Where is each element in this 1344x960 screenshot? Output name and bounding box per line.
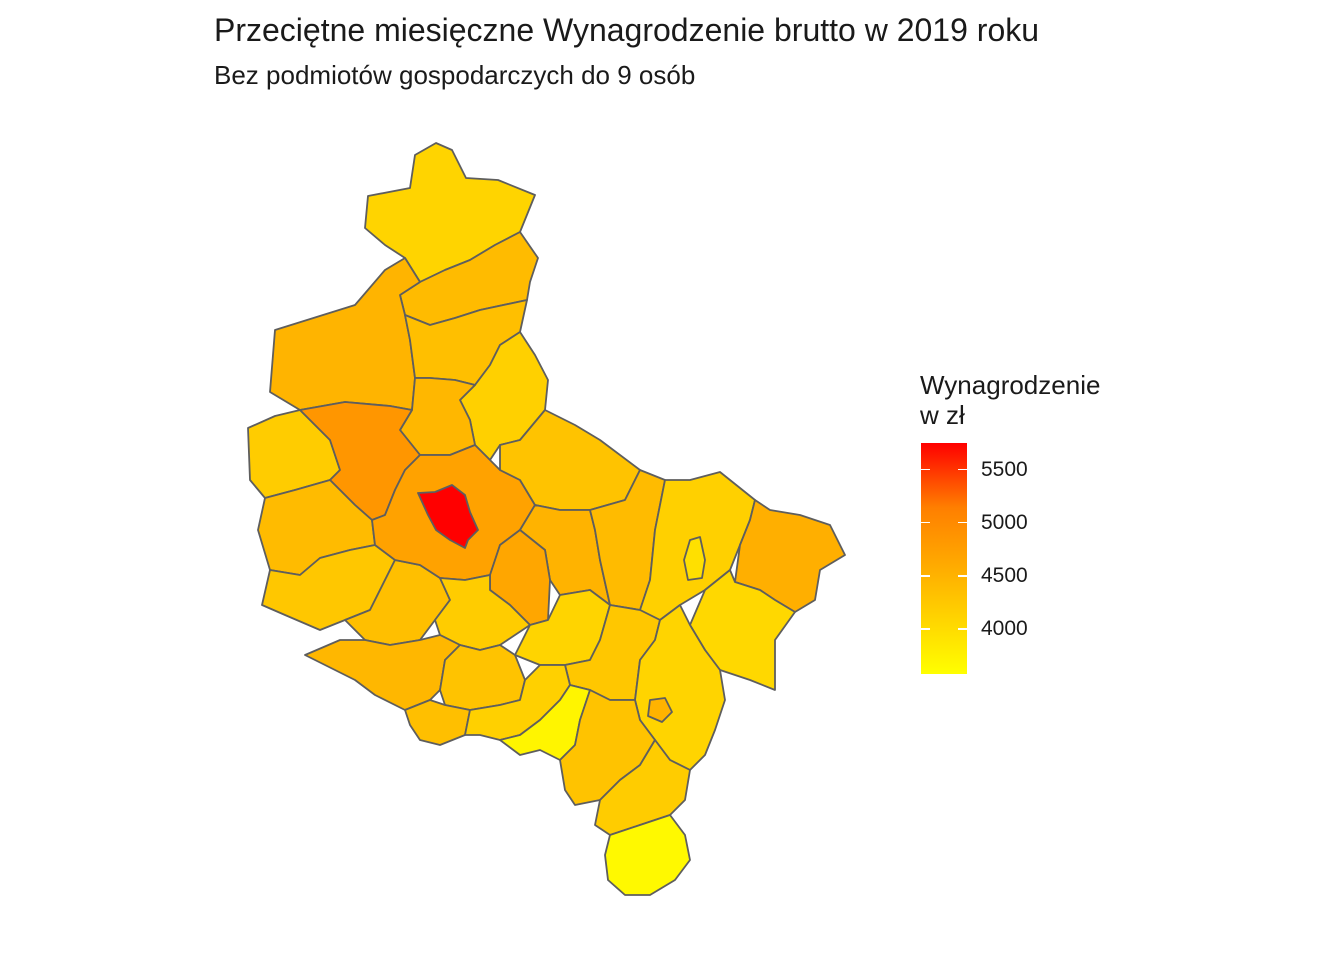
region-gostynski: [439, 644, 526, 711]
legend-tick-label: 4500: [981, 564, 1028, 588]
region-miasto-kalisz: [647, 697, 673, 723]
region-czarnkowsko-trzcianecki: [269, 257, 421, 411]
legend-title-line1: Wynagrodzenie: [920, 370, 1101, 400]
region-kolski: [734, 499, 846, 613]
chart-subtitle: Bez podmiotów gospodarczych do 9 osób: [214, 60, 696, 90]
region-miasto-poznan: [417, 484, 479, 549]
legend-color-bar: [921, 443, 967, 674]
chart-title: Przeciętne miesięczne Wynagrodzenie brut…: [214, 12, 1040, 48]
region-koninski: [683, 536, 706, 581]
region-kepno-south: [604, 814, 691, 896]
region-kaliski: [634, 604, 726, 771]
legend-tick-label: 5000: [981, 510, 1028, 534]
legend-tick-label: 4000: [981, 617, 1028, 641]
region-ostrzeszowski: [594, 739, 691, 836]
region-turecki: [689, 569, 796, 691]
legend-title-line2: w zł: [920, 400, 965, 430]
legend-title: Wynagrodzenie w zł: [920, 370, 1100, 430]
legend-tick-label: 5500: [981, 457, 1028, 481]
region-leszczynski: [304, 634, 461, 711]
